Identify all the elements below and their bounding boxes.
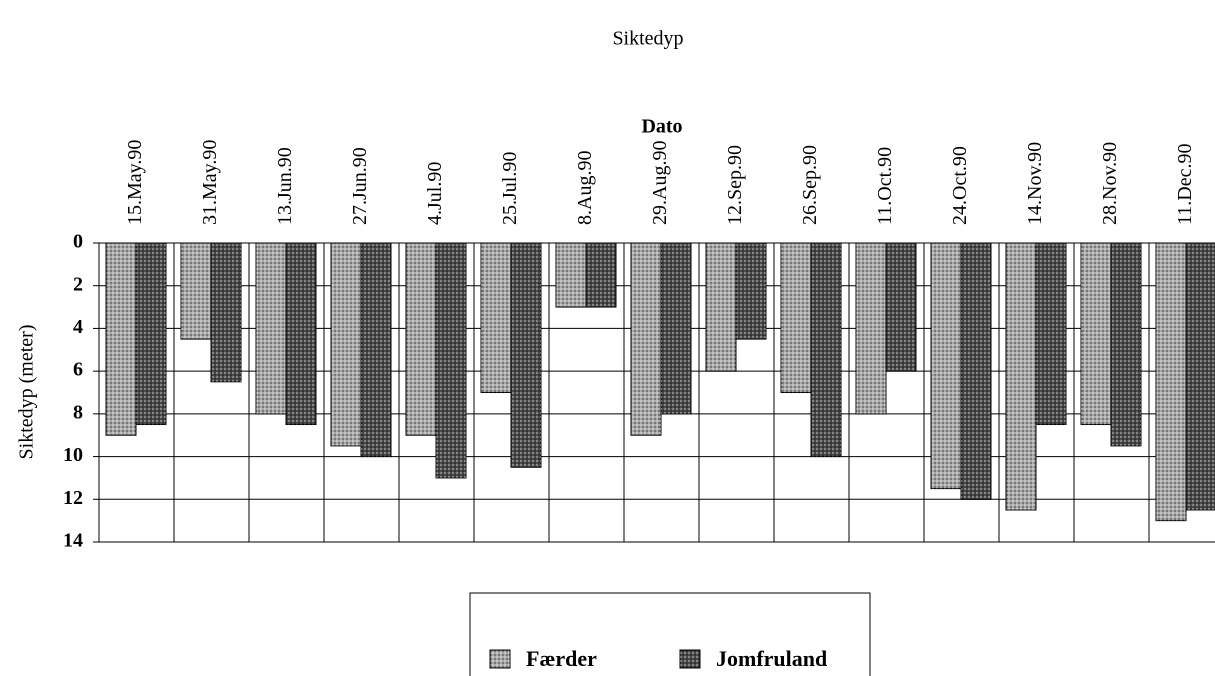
x-tick-label: 31.May.90 [199, 140, 221, 225]
bar-texture [556, 243, 586, 308]
y-tick-label: 4 [73, 316, 83, 338]
x-axis-title: Dato [641, 116, 682, 138]
bar-texture [286, 243, 316, 425]
y-tick-label: 10 [63, 444, 83, 466]
bar-texture [931, 243, 961, 489]
bar-texture [256, 243, 286, 414]
x-tick-label: 29.Aug.90 [649, 141, 671, 225]
x-tick-label: 15.May.90 [124, 140, 146, 225]
bar-texture [1156, 243, 1186, 521]
bar-texture [106, 243, 136, 436]
bar-texture [181, 243, 211, 340]
bar-texture [1036, 243, 1066, 425]
bar-texture [1111, 243, 1141, 446]
bar-texture [736, 243, 766, 340]
y-tick-label: 2 [73, 273, 83, 295]
chart-title: Siktedyp [612, 28, 683, 50]
y-tick-label: 0 [73, 231, 83, 253]
x-tick-label: 25.Jul.90 [499, 152, 521, 225]
legend-texture [680, 650, 700, 668]
x-tick-label: 24.Oct.90 [949, 146, 971, 225]
bar-texture [1186, 243, 1215, 510]
bar-texture [1006, 243, 1036, 510]
bar-texture [361, 243, 391, 457]
bar-texture [661, 243, 691, 414]
bar-texture [886, 243, 916, 372]
x-tick-label: 12.Sep.90 [724, 145, 746, 225]
bar-texture [406, 243, 436, 436]
legend-box [469, 592, 871, 676]
y-tick-label: 14 [63, 530, 83, 552]
x-tick-label: 4.Jul.90 [424, 162, 446, 225]
bar-texture [781, 243, 811, 393]
x-tick-label: 26.Sep.90 [799, 145, 821, 225]
x-tick-label: 13.Jun.90 [274, 147, 296, 225]
bar-texture [811, 243, 841, 457]
bar-texture [511, 243, 541, 468]
bar-texture [136, 243, 166, 425]
y-axis-title: Siktedyp (meter) [16, 325, 38, 460]
x-tick-label: 8.Aug.90 [574, 151, 596, 225]
x-tick-label: 28.Nov.90 [1099, 142, 1121, 225]
bar-texture [961, 243, 991, 500]
x-tick-label: 14.Nov.90 [1024, 142, 1046, 225]
y-tick-label: 8 [73, 401, 83, 423]
bar-texture [481, 243, 511, 393]
x-tick-label: 11.Dec.90 [1174, 144, 1196, 225]
bar-texture [706, 243, 736, 372]
y-tick-label: 6 [73, 359, 83, 381]
y-tick-label: 12 [63, 487, 83, 509]
x-tick-label: 11.Oct.90 [874, 147, 896, 225]
legend-label: Jomfruland [716, 646, 827, 671]
bar-texture [1081, 243, 1111, 425]
bar-texture [211, 243, 241, 382]
bar-texture [586, 243, 616, 308]
bar-texture [856, 243, 886, 414]
legend-label: Færder [526, 646, 597, 671]
x-tick-label: 27.Jun.90 [349, 147, 371, 225]
bar-texture [331, 243, 361, 446]
legend-texture [490, 650, 510, 668]
bar-texture [631, 243, 661, 436]
bar-texture [436, 243, 466, 478]
